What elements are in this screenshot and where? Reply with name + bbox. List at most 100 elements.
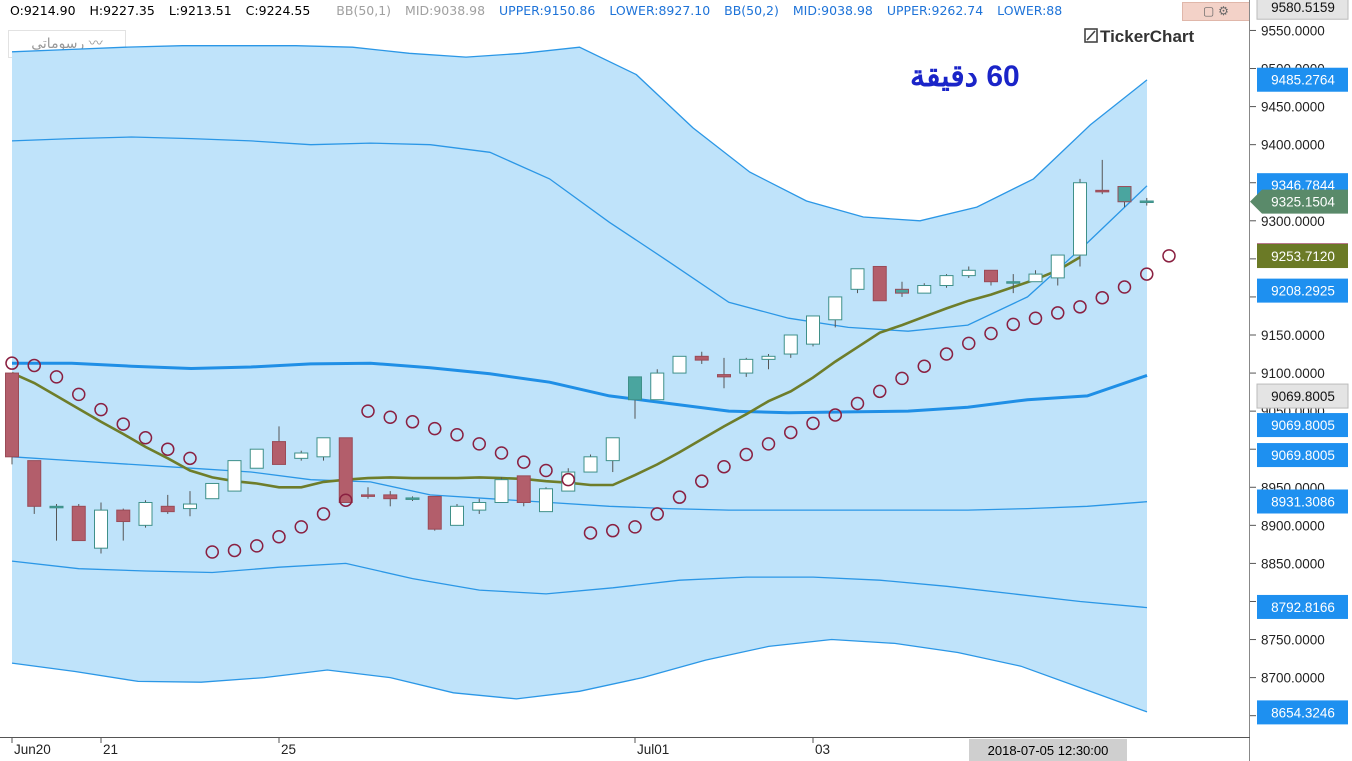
sar-dot bbox=[361, 404, 375, 418]
sar-dot bbox=[494, 446, 509, 460]
sar-dot bbox=[672, 490, 687, 504]
candle-body bbox=[1028, 273, 1043, 283]
candle-body bbox=[717, 374, 731, 378]
sar-dot bbox=[1028, 311, 1043, 325]
sar-dot bbox=[695, 474, 709, 488]
price-tag-box bbox=[1257, 67, 1348, 92]
candle bbox=[183, 491, 197, 517]
candle bbox=[939, 274, 954, 288]
bollinger-bands bbox=[11, 45, 1148, 713]
price-tag-box bbox=[1256, 0, 1349, 20]
price-tag-text: 9069.8005 bbox=[1271, 448, 1335, 463]
sar-dot bbox=[5, 356, 19, 370]
sar-dot bbox=[583, 526, 598, 540]
y-tick-label: 9100.0000 bbox=[1261, 366, 1325, 381]
candle-body bbox=[895, 288, 909, 294]
candle bbox=[806, 315, 820, 347]
price-tag-box bbox=[1250, 189, 1348, 214]
y-tick-label: 8750.0000 bbox=[1261, 633, 1325, 648]
bb1-name[interactable]: BB(50,1) bbox=[336, 3, 392, 18]
y-tick-label: 8850.0000 bbox=[1261, 556, 1325, 571]
window-controls[interactable]: ▢ ⚙ bbox=[1182, 2, 1250, 21]
sar-dot bbox=[428, 421, 442, 436]
y-tick-label: 9150.0000 bbox=[1261, 328, 1325, 343]
crosshair-time-label: 2018-07-05 12:30:00 bbox=[969, 739, 1127, 761]
candle-body bbox=[605, 437, 620, 462]
candle bbox=[650, 369, 665, 401]
price-tag-box bbox=[1257, 278, 1348, 303]
price-tag-text: 9485.2764 bbox=[1271, 73, 1335, 88]
price-tag-box bbox=[1257, 700, 1348, 725]
sar-dot bbox=[939, 347, 954, 361]
sar-dot bbox=[628, 520, 642, 534]
logo-slash bbox=[1086, 30, 1096, 41]
candle-body bbox=[205, 482, 220, 500]
candle bbox=[138, 500, 153, 528]
candle bbox=[961, 266, 976, 278]
candle bbox=[605, 437, 620, 473]
price-tag-box bbox=[1257, 443, 1348, 468]
price-tag-text: 9069.8005 bbox=[1271, 389, 1335, 404]
logo-mark-icon bbox=[1084, 28, 1098, 43]
candle-body bbox=[850, 268, 865, 290]
bb2-name[interactable]: BB(50,2) bbox=[724, 3, 779, 18]
candle-body bbox=[71, 505, 86, 542]
x-tick-label: 25 bbox=[281, 742, 296, 757]
price-tag-box bbox=[1257, 594, 1348, 619]
candle-body bbox=[160, 505, 175, 513]
candle bbox=[5, 372, 19, 465]
y-tick-label: 9300.0000 bbox=[1261, 214, 1325, 229]
moving-average bbox=[11, 256, 1081, 489]
candle bbox=[783, 334, 798, 358]
candle bbox=[1028, 270, 1043, 283]
price-tag-box bbox=[1257, 489, 1348, 514]
y-tick-label: 8900.0000 bbox=[1261, 518, 1325, 533]
candle bbox=[361, 487, 375, 499]
sar-dot bbox=[450, 427, 464, 442]
candle-body bbox=[1050, 254, 1065, 279]
low-value: L:9213.51 bbox=[168, 3, 232, 18]
candle-body bbox=[450, 505, 464, 526]
sar-dot bbox=[339, 493, 353, 507]
price-tag: 9069.8005 bbox=[1256, 383, 1349, 409]
candle bbox=[1073, 178, 1087, 267]
sar-dot bbox=[383, 410, 397, 424]
price-tag-text: 9069.8005 bbox=[1271, 418, 1335, 433]
candle-body bbox=[1095, 189, 1110, 193]
price-tag-box bbox=[1257, 413, 1348, 438]
candle bbox=[672, 355, 687, 374]
sar-dot bbox=[806, 416, 820, 431]
bb1-lower: LOWER:8927.10 bbox=[609, 3, 711, 18]
sar-dot bbox=[1162, 249, 1176, 263]
upper-band-1 bbox=[11, 136, 1148, 332]
sar-dot bbox=[138, 431, 153, 445]
bb1-mid: MID:9038.98 bbox=[405, 3, 486, 18]
candle-body bbox=[338, 437, 353, 503]
candle-body bbox=[1117, 186, 1132, 203]
sar-dot bbox=[72, 387, 86, 402]
candle bbox=[516, 475, 531, 507]
sar-dot bbox=[561, 472, 575, 487]
bb2-lower: LOWER:88 bbox=[997, 3, 1063, 18]
price-tag: 8654.3246 bbox=[1257, 700, 1348, 725]
price-tag: 8792.8166 bbox=[1257, 594, 1348, 619]
band-fill bbox=[12, 45, 1147, 712]
price-tag-text: 9325.1504 bbox=[1271, 195, 1335, 210]
candle-body bbox=[628, 376, 642, 401]
candle bbox=[917, 283, 932, 294]
close-value: C:9224.55 bbox=[245, 3, 311, 18]
sar-dot bbox=[405, 415, 420, 429]
sar-dot bbox=[1073, 300, 1087, 314]
candle-body bbox=[650, 372, 665, 401]
lower-band-1 bbox=[11, 456, 1148, 511]
candle-body bbox=[49, 505, 64, 509]
sar-dot bbox=[828, 408, 842, 422]
price-tag-text: 8931.3086 bbox=[1271, 495, 1335, 510]
candle bbox=[1006, 274, 1021, 294]
candle-body bbox=[427, 495, 442, 530]
candle bbox=[450, 504, 464, 526]
candle-body bbox=[561, 471, 576, 492]
sar-dot bbox=[1095, 290, 1109, 305]
candle-body bbox=[783, 334, 798, 355]
